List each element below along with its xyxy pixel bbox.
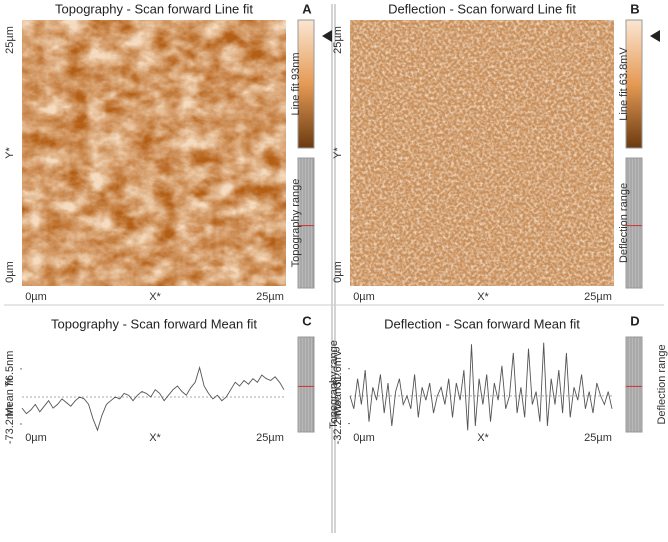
range-label: Deflection range: [618, 183, 630, 263]
panel-title: Deflection - Scan forward Mean fit: [384, 316, 580, 331]
x-axis-label: X*: [149, 291, 161, 303]
range-label: Topography range: [290, 179, 302, 268]
x-tick-label: 25µm: [256, 291, 284, 303]
panel-title: Topography - Scan forward Mean fit: [51, 316, 257, 331]
range-bar: [297, 157, 315, 289]
y-tick-label: -73.2nm: [4, 404, 16, 444]
y-tick-label: -32.2mV: [332, 402, 344, 444]
profile-line: [349, 342, 613, 431]
x-tick-label: 0µm: [353, 291, 375, 303]
x-tick-label: 0µm: [25, 432, 47, 444]
panel-letter: D: [630, 313, 639, 328]
y-tick-label: 31.6mV: [332, 349, 344, 388]
y-tick-label: 25µm: [4, 26, 16, 54]
colorbar: [297, 19, 315, 149]
panel-title: Topography - Scan forward Line fit: [55, 1, 253, 16]
colorbar-marker: [650, 30, 660, 42]
panel-letter: B: [630, 1, 639, 16]
x-axis-label: X*: [477, 432, 489, 444]
range-label: Deflection range: [656, 344, 668, 424]
afm-texture: [22, 20, 286, 286]
afm-texture: [350, 20, 614, 286]
x-tick-label: 0µm: [353, 432, 375, 444]
colorbar: [625, 19, 643, 149]
range-label: Topography range: [328, 340, 340, 429]
panel-letter: A: [302, 1, 312, 16]
range-bar: [625, 157, 643, 289]
x-axis-label: X*: [477, 291, 489, 303]
y-axis-label: Y*: [4, 146, 16, 158]
y-axis-label: Mean fit: [4, 377, 16, 416]
colorbar-marker: [322, 30, 332, 42]
x-tick-label: 25µm: [584, 432, 612, 444]
colorbar-label: Line fit 93nm: [290, 53, 302, 116]
profile-line: [21, 365, 285, 432]
panel-letter: C: [302, 313, 312, 328]
x-tick-label: 25µm: [584, 291, 612, 303]
y-tick-label: 0µm: [332, 261, 344, 283]
range-bar: [297, 336, 315, 433]
range-bar: [625, 336, 643, 433]
x-tick-label: 25µm: [256, 432, 284, 444]
colorbar-label: Line fit 63.8mV: [618, 47, 630, 121]
panel-title: Deflection - Scan forward Line fit: [388, 1, 576, 16]
x-axis-label: X*: [149, 432, 161, 444]
y-axis-label: Mean fit: [332, 376, 344, 415]
y-tick-label: 76.5nm: [4, 351, 16, 388]
y-tick-label: 0µm: [4, 261, 16, 283]
x-tick-label: 0µm: [25, 291, 47, 303]
y-tick-label: 25µm: [332, 26, 344, 54]
y-axis-label: Y*: [332, 146, 344, 158]
